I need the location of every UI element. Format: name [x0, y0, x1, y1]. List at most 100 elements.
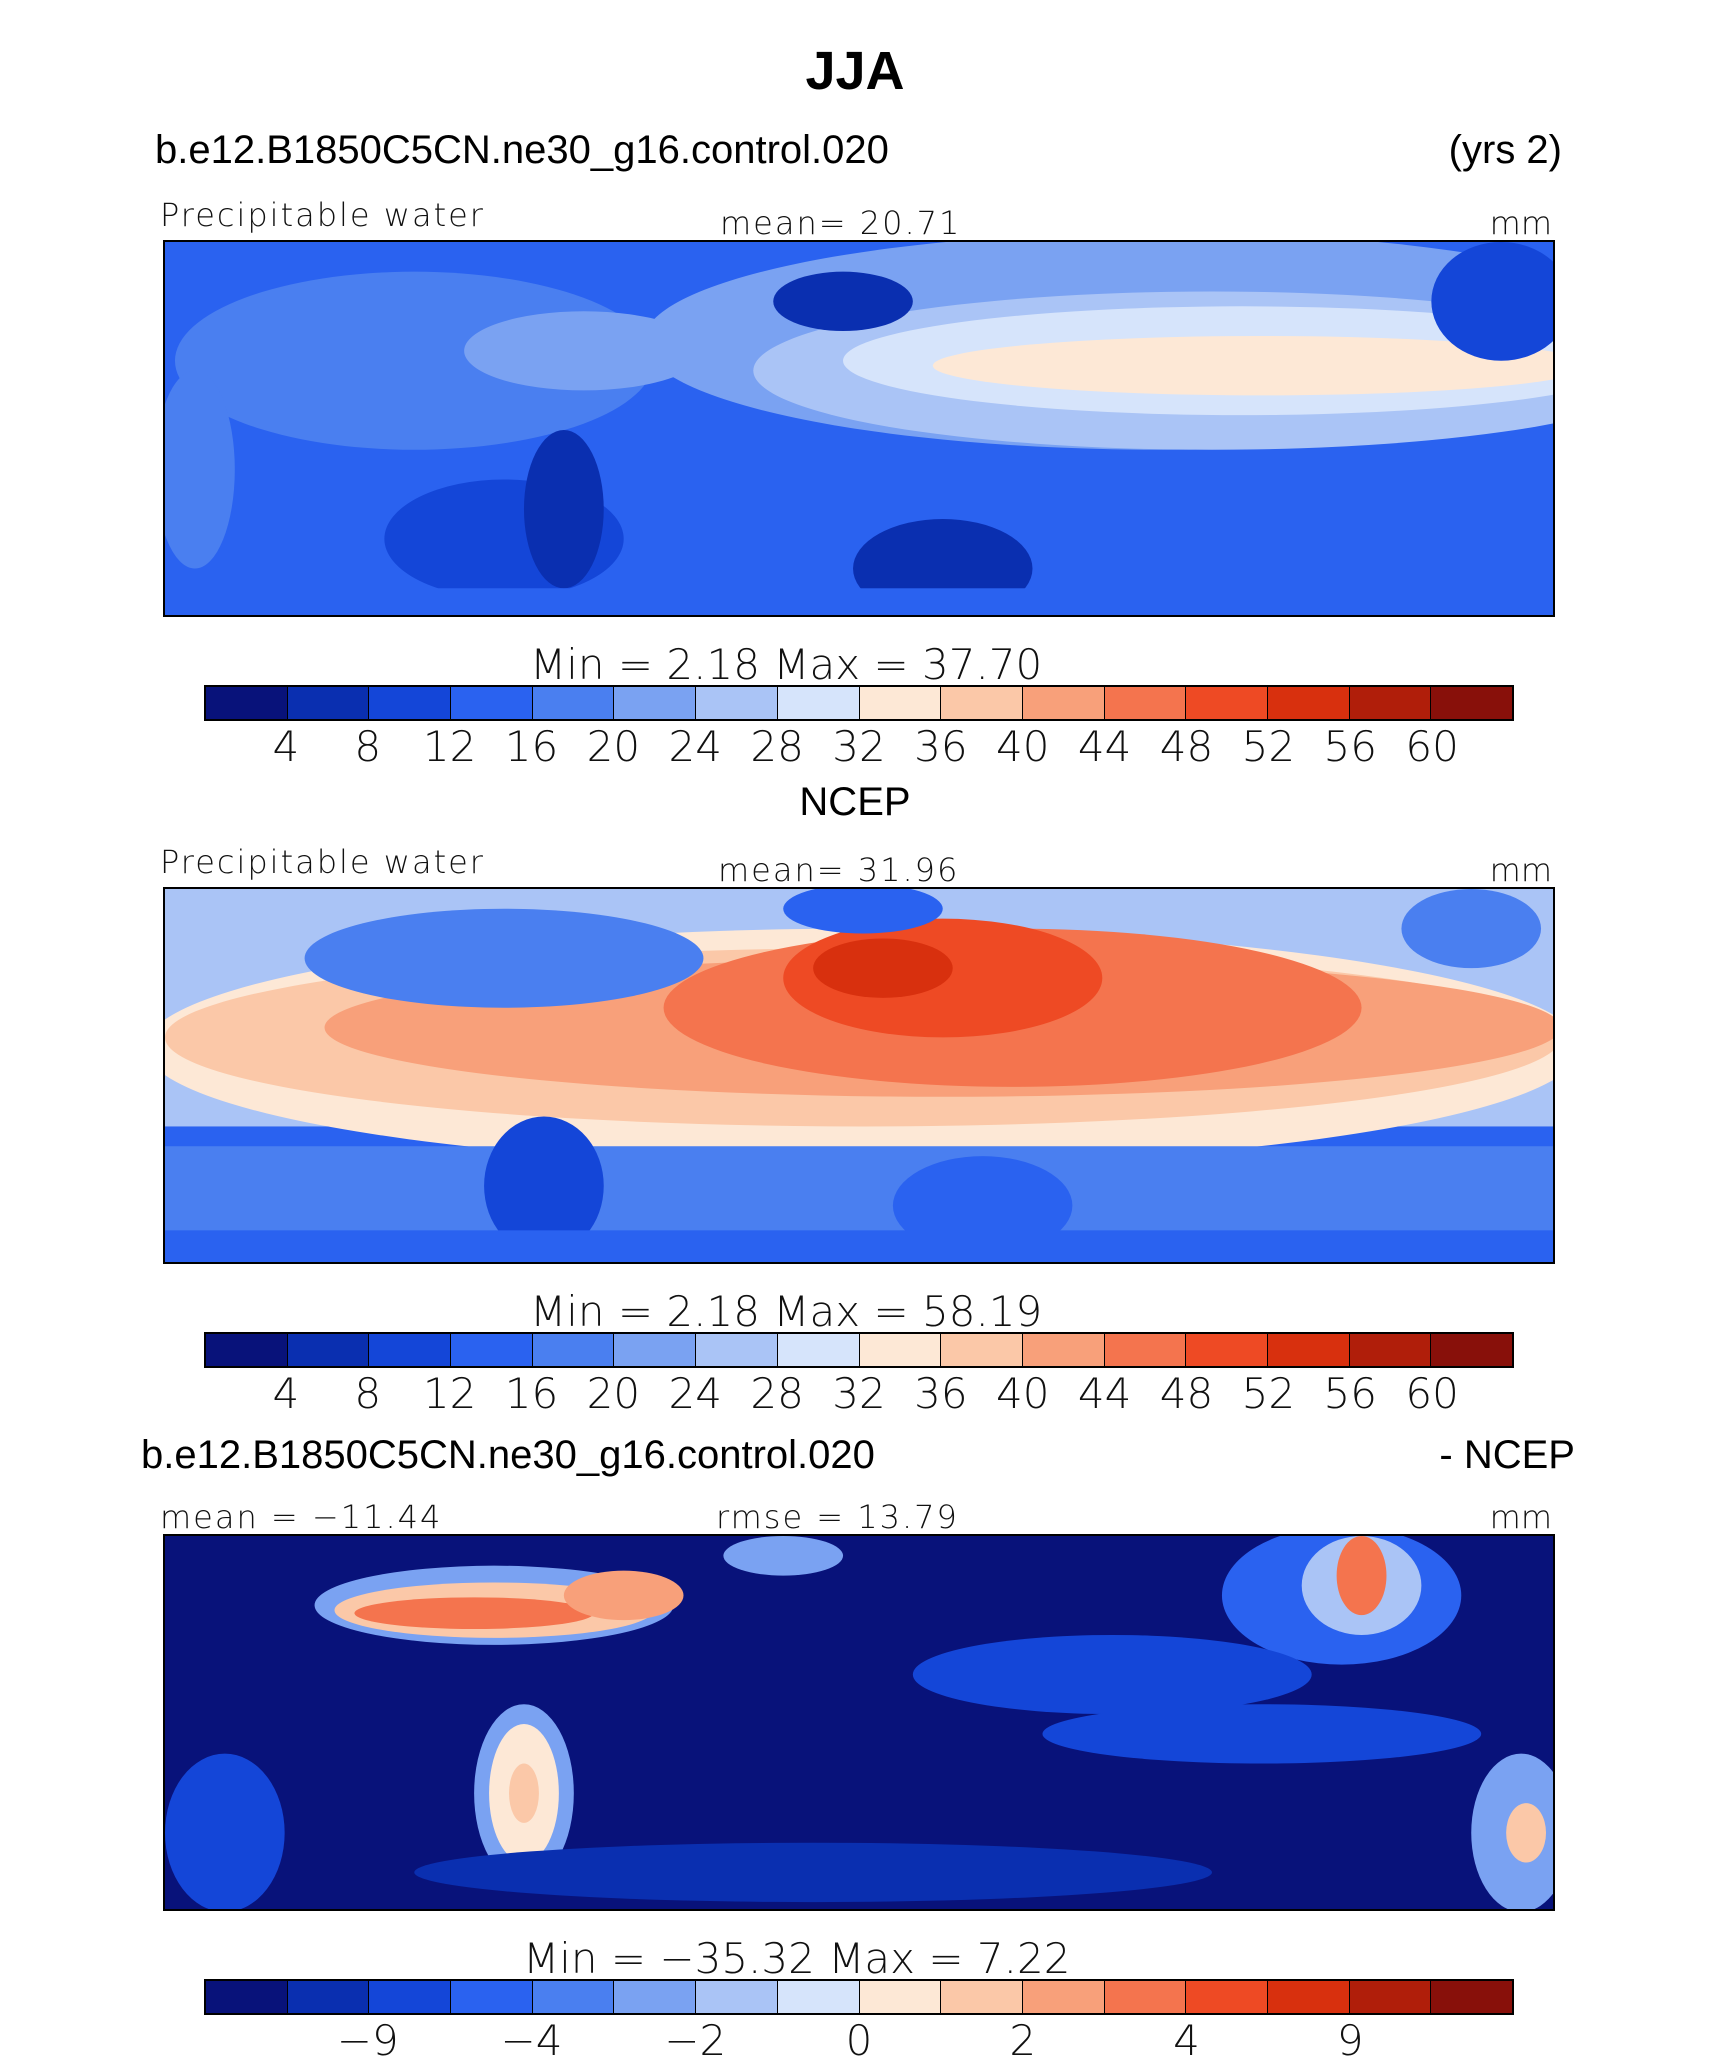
colorbar-swatch: [206, 1334, 288, 1366]
colorbar-tick-label: 48: [1159, 722, 1214, 771]
colorbar-tick-label: 16: [504, 722, 559, 771]
colorbar-swatch: [614, 1334, 697, 1366]
colorbar-swatch: [451, 1981, 533, 2013]
colorbar-swatch: [614, 1981, 697, 2013]
colorbar-swatch: [777, 1981, 860, 2013]
colorbar-tick-label: 36: [914, 1369, 968, 1418]
colorbar-swatch: [859, 1334, 942, 1366]
colorbar-tick-label: 28: [750, 722, 804, 771]
colorbar-swatch: [1267, 687, 1350, 719]
colorbar-tick-label: 40: [996, 722, 1050, 771]
panel3-min-max: Min = −35.32 Max = 7.22: [523, 1934, 1071, 1983]
panel3-rmse: rmse = 13.79: [716, 1498, 959, 1536]
colorbar-tick-label: 36: [914, 722, 968, 771]
colorbar-tick-label: 4: [272, 1369, 300, 1418]
colorbar-tick-label: 28: [750, 1369, 804, 1418]
panel3-units: mm: [1489, 1498, 1552, 1536]
colorbar-swatch: [287, 1981, 370, 2013]
panel2-variable: Precipitable water: [160, 843, 485, 881]
colorbar-swatch: [1431, 1334, 1512, 1366]
colorbar-swatch: [206, 1981, 288, 2013]
panel1-variable: Precipitable water: [160, 196, 485, 234]
colorbar-tick-label: 48: [1159, 1369, 1214, 1418]
colorbar-tick-label: 2: [1009, 2016, 1037, 2065]
panel3-colorbar: [204, 1979, 1514, 2015]
colorbar-tick-label: 16: [504, 1369, 559, 1418]
colorbar-swatch: [532, 1334, 615, 1366]
panel1-units: mm: [1489, 204, 1552, 242]
panel2-colorbar-ticks: 4 8 12 16 20 24 28 32 36 40 44 48 52 56 60: [204, 1369, 1514, 1418]
panel2-units: mm: [1489, 851, 1552, 889]
colorbar-swatch: [369, 1981, 452, 2013]
colorbar-swatch: [287, 687, 370, 719]
colorbar-swatch: [1349, 1981, 1432, 2013]
colorbar-swatch: [777, 1334, 860, 1366]
panel2-min-max: Min = 2.18 Max = 58.19: [530, 1287, 1043, 1336]
panel3-colorbar-ticks: −9 −4 −2 0 2 4 9: [204, 2016, 1514, 2065]
colorbar-tick-label: 60: [1405, 722, 1459, 771]
colorbar-tick-label: −2: [664, 2016, 727, 2065]
colorbar-tick-label: 12: [422, 722, 477, 771]
colorbar-swatch: [532, 1981, 615, 2013]
colorbar-tick-label: 20: [586, 1369, 641, 1418]
colorbar-swatch: [1104, 687, 1187, 719]
colorbar-swatch: [941, 687, 1023, 719]
panel3-contour-field: [165, 1536, 1553, 1909]
colorbar-swatch: [1267, 1334, 1350, 1366]
panel2-map: [163, 887, 1555, 1264]
colorbar-swatch: [859, 687, 942, 719]
colorbar-tick-label: 44: [1077, 1369, 1132, 1418]
colorbar-swatch: [614, 687, 697, 719]
page-title: JJA: [805, 41, 905, 101]
colorbar-tick-label: −9: [336, 2016, 399, 2065]
colorbar-swatch: [777, 687, 860, 719]
panel1-colorbar-ticks: 4 8 12 16 20 24 28 32 36 40 44 48 52 56 60: [204, 722, 1514, 771]
colorbar-tick-label: 20: [586, 722, 641, 771]
colorbar-swatch: [696, 687, 778, 719]
colorbar-tick-label: 52: [1241, 722, 1296, 771]
colorbar-tick-label: 44: [1077, 722, 1132, 771]
colorbar-swatch: [941, 1334, 1023, 1366]
panel3-case-name: b.e12.B1850C5CN.ne30_g16.control.020: [141, 1433, 875, 1477]
panel3-map: [163, 1534, 1555, 1911]
colorbar-tick-label: 60: [1405, 1369, 1459, 1418]
colorbar-tick-label: 32: [832, 1369, 886, 1418]
colorbar-swatch: [1431, 687, 1512, 719]
colorbar-swatch: [696, 1981, 778, 2013]
colorbar-swatch: [369, 1334, 452, 1366]
colorbar-swatch: [1267, 1981, 1350, 2013]
colorbar-swatch: [451, 1334, 533, 1366]
panel3-mean: mean = −11.44: [160, 1498, 443, 1536]
panel2-contour-field: [165, 889, 1553, 1262]
colorbar-tick-label: 9: [1336, 2016, 1364, 2065]
colorbar-swatch: [1349, 1334, 1432, 1366]
colorbar-swatch: [1104, 1981, 1187, 2013]
colorbar-swatch: [1104, 1334, 1187, 1366]
colorbar-tick-label: 24: [668, 1369, 722, 1418]
panel1-mean: mean= 20.71: [720, 204, 962, 242]
colorbar-tick-label: 24: [668, 722, 722, 771]
panel1-years: (yrs 2): [1448, 128, 1562, 172]
colorbar-tick-label: 56: [1323, 722, 1377, 771]
colorbar-swatch: [1349, 687, 1432, 719]
panel1-min-max: Min = 2.18 Max = 37.70: [530, 640, 1043, 689]
colorbar-swatch: [451, 687, 533, 719]
colorbar-swatch: [1186, 1981, 1268, 2013]
panel1-colorbar: [204, 685, 1514, 721]
colorbar-swatch: [369, 687, 452, 719]
colorbar-swatch: [1022, 687, 1105, 719]
colorbar-swatch: [859, 1981, 942, 2013]
colorbar-swatch: [941, 1981, 1023, 2013]
colorbar-swatch: [206, 687, 288, 719]
colorbar-tick-label: 12: [422, 1369, 477, 1418]
colorbar-tick-label: 4: [1173, 2016, 1200, 2065]
colorbar-tick-label: 4: [272, 722, 300, 771]
colorbar-swatch: [696, 1334, 778, 1366]
colorbar-tick-label: 0: [845, 2016, 873, 2065]
colorbar-swatch: [287, 1334, 370, 1366]
colorbar-swatch: [1186, 1334, 1268, 1366]
panel1-case-name: b.e12.B1850C5CN.ne30_g16.control.020: [155, 128, 889, 172]
panel3-case-suffix: - NCEP: [1439, 1433, 1575, 1477]
panel2-mean: mean= 31.96: [718, 851, 960, 889]
colorbar-tick-label: 52: [1241, 1369, 1296, 1418]
